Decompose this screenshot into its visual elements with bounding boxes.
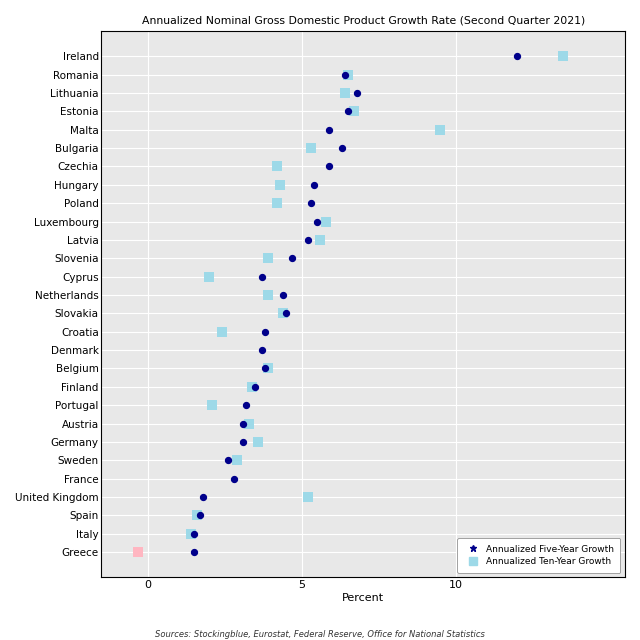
Point — [352, 88, 362, 98]
Point — [223, 455, 233, 465]
Point — [324, 125, 335, 135]
Point — [186, 529, 196, 539]
Point — [287, 253, 298, 264]
Point — [257, 345, 267, 355]
Point — [312, 216, 322, 227]
Point — [189, 547, 199, 557]
Point — [340, 69, 350, 79]
Point — [192, 510, 202, 520]
Point — [189, 529, 199, 539]
Point — [342, 106, 353, 116]
Point — [306, 143, 316, 153]
Point — [207, 400, 218, 410]
Point — [238, 419, 248, 429]
Point — [337, 143, 347, 153]
Point — [303, 235, 313, 245]
Point — [257, 271, 267, 282]
Point — [247, 381, 257, 392]
Point — [309, 180, 319, 190]
Point — [435, 125, 445, 135]
Point — [281, 308, 291, 319]
Point — [342, 69, 353, 79]
Point — [260, 326, 270, 337]
Point — [262, 253, 273, 264]
X-axis label: Percent: Percent — [342, 593, 384, 603]
Point — [324, 161, 335, 172]
Point — [241, 400, 252, 410]
Point — [250, 381, 260, 392]
Point — [244, 419, 254, 429]
Point — [195, 510, 205, 520]
Point — [262, 364, 273, 374]
Point — [315, 235, 325, 245]
Title: Annualized Nominal Gross Domestic Product Growth Rate (Second Quarter 2021): Annualized Nominal Gross Domestic Produc… — [141, 15, 585, 25]
Point — [238, 437, 248, 447]
Point — [198, 492, 208, 502]
Point — [272, 161, 282, 172]
Point — [262, 290, 273, 300]
Point — [260, 364, 270, 374]
Point — [275, 180, 285, 190]
Point — [253, 437, 264, 447]
Point — [232, 455, 242, 465]
Point — [272, 198, 282, 208]
Point — [278, 308, 288, 319]
Point — [216, 326, 227, 337]
Point — [512, 51, 522, 61]
Point — [303, 492, 313, 502]
Point — [204, 271, 214, 282]
Point — [133, 547, 143, 557]
Point — [228, 474, 239, 484]
Point — [321, 216, 332, 227]
Point — [349, 106, 359, 116]
Text: Sources: Stockingblue, Eurostat, Federal Reserve, Office for National Statistics: Sources: Stockingblue, Eurostat, Federal… — [155, 630, 485, 639]
Point — [278, 290, 288, 300]
Point — [558, 51, 568, 61]
Point — [340, 88, 350, 98]
Legend: Annualized Five-Year Growth, Annualized Ten-Year Growth: Annualized Five-Year Growth, Annualized … — [457, 538, 621, 573]
Point — [306, 198, 316, 208]
